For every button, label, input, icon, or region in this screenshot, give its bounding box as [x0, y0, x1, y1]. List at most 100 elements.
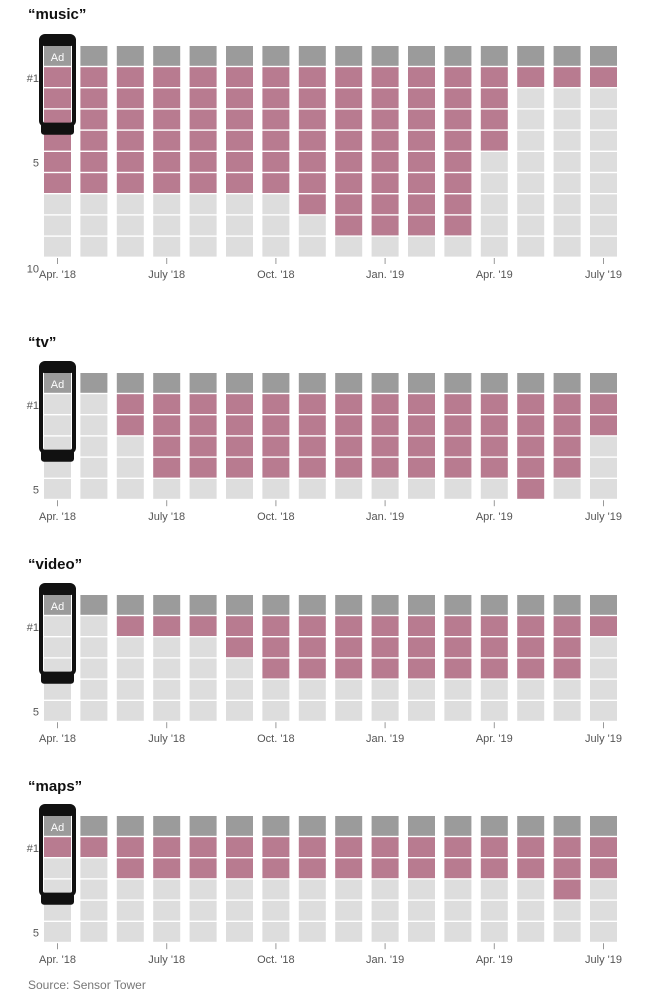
- empty-slot-cell: [80, 436, 108, 457]
- ad-slot-cell: [517, 373, 545, 393]
- app-rank-cell: [444, 394, 472, 414]
- x-tick-label: Apr. '19: [476, 269, 513, 281]
- app-rank-cell: [590, 67, 617, 87]
- app-rank-cell: [226, 152, 253, 172]
- ad-slot-cell: [262, 373, 290, 393]
- ad-slot-cell: [298, 816, 326, 836]
- empty-slot-cell: [44, 679, 71, 700]
- app-rank-cell: [553, 837, 581, 857]
- empty-slot-cell: [226, 922, 253, 942]
- app-rank-cell: [590, 394, 617, 414]
- ad-slot-cell: [553, 816, 581, 836]
- app-rank-cell: [153, 152, 181, 172]
- empty-slot-cell: [408, 479, 435, 499]
- app-rank-cell: [371, 88, 399, 109]
- empty-slot-cell: [444, 236, 472, 257]
- ad-slot-cell: [590, 595, 617, 615]
- phone-top-bezel: [41, 806, 74, 816]
- app-rank-cell: [153, 130, 181, 151]
- empty-slot-cell: [480, 879, 508, 900]
- empty-slot-cell: [153, 879, 181, 900]
- empty-slot-cell: [189, 637, 217, 658]
- ad-label: Ad: [51, 379, 64, 391]
- empty-slot-cell: [226, 236, 253, 257]
- empty-slot-cell: [335, 479, 363, 499]
- app-rank-cell: [153, 616, 181, 636]
- empty-slot-cell: [590, 479, 617, 499]
- empty-slot-cell: [553, 152, 581, 172]
- empty-slot-cell: [80, 900, 108, 921]
- empty-slot-cell: [408, 900, 435, 921]
- empty-slot-cell: [44, 394, 71, 414]
- ad-slot-cell: [590, 816, 617, 836]
- empty-slot-cell: [116, 658, 144, 679]
- app-rank-cell: [116, 616, 144, 636]
- empty-slot-cell: [226, 900, 253, 921]
- ad-label: Ad: [51, 52, 64, 64]
- app-rank-cell: [189, 173, 217, 193]
- app-rank-cell: [189, 415, 217, 436]
- empty-slot-cell: [262, 236, 290, 257]
- ad-slot-cell: [153, 373, 181, 393]
- app-rank-cell: [444, 130, 472, 151]
- app-rank-cell: [553, 394, 581, 414]
- empty-slot-cell: [189, 658, 217, 679]
- empty-slot-cell: [480, 701, 508, 721]
- app-rank-cell: [226, 173, 253, 193]
- app-rank-cell: [298, 457, 326, 478]
- empty-slot-cell: [480, 900, 508, 921]
- y-tick-label: #1: [27, 73, 39, 85]
- ad-slot-cell: [408, 373, 435, 393]
- empty-slot-cell: [553, 922, 581, 942]
- app-rank-cell: [153, 173, 181, 193]
- x-tick-label: Jan. '19: [366, 733, 404, 745]
- app-rank-cell: [262, 858, 290, 879]
- app-rank-cell: [298, 394, 326, 414]
- y-tick-label: 10: [27, 264, 39, 276]
- x-tick-label: July '19: [585, 954, 622, 966]
- app-rank-cell: [153, 457, 181, 478]
- app-rank-cell: [480, 394, 508, 414]
- empty-slot-cell: [189, 479, 217, 499]
- empty-slot-cell: [480, 173, 508, 193]
- app-rank-cell: [408, 130, 435, 151]
- empty-slot-cell: [590, 88, 617, 109]
- app-rank-cell: [153, 67, 181, 87]
- ad-slot-cell: [480, 46, 508, 66]
- app-rank-cell: [44, 67, 71, 87]
- empty-slot-cell: [553, 109, 581, 130]
- app-rank-cell: [262, 616, 290, 636]
- empty-slot-cell: [189, 922, 217, 942]
- x-tick-label: Apr. '19: [476, 954, 513, 966]
- empty-slot-cell: [590, 922, 617, 942]
- empty-slot-cell: [44, 457, 71, 478]
- app-rank-cell: [371, 130, 399, 151]
- app-rank-cell: [80, 130, 108, 151]
- x-tick-label: Oct. '18: [257, 511, 295, 523]
- empty-slot-cell: [116, 900, 144, 921]
- app-rank-cell: [298, 173, 326, 193]
- empty-slot-cell: [553, 88, 581, 109]
- empty-slot-cell: [517, 900, 545, 921]
- app-rank-cell: [480, 858, 508, 879]
- app-rank-cell: [553, 616, 581, 636]
- empty-slot-cell: [298, 879, 326, 900]
- app-rank-cell: [444, 616, 472, 636]
- empty-slot-cell: [226, 701, 253, 721]
- app-rank-cell: [444, 215, 472, 236]
- app-rank-cell: [116, 858, 144, 879]
- x-tick-label: Jan. '19: [366, 511, 404, 523]
- app-rank-cell: [335, 152, 363, 172]
- empty-slot-cell: [517, 215, 545, 236]
- app-rank-cell: [517, 67, 545, 87]
- empty-slot-cell: [590, 152, 617, 172]
- app-rank-cell: [553, 858, 581, 879]
- app-rank-cell: [444, 173, 472, 193]
- ad-slot-cell: [262, 816, 290, 836]
- app-rank-cell: [517, 415, 545, 436]
- empty-slot-cell: [335, 879, 363, 900]
- app-rank-cell: [480, 88, 508, 109]
- app-rank-cell: [408, 616, 435, 636]
- app-rank-cell: [444, 415, 472, 436]
